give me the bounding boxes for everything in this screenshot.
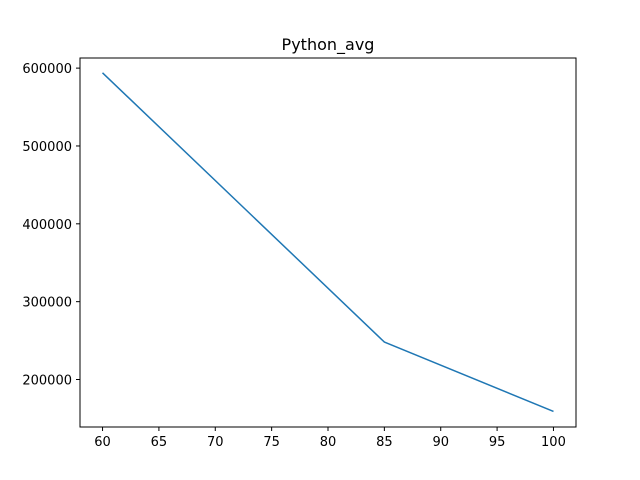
y-tick-label: 600000 <box>22 62 72 77</box>
x-tick-label: 75 <box>263 435 280 450</box>
chart-title: Python_avg <box>282 35 375 55</box>
plot-area <box>101 72 554 413</box>
x-tick-label: 90 <box>432 435 449 450</box>
x-tick-label: 70 <box>207 435 224 450</box>
axes-frame <box>79 57 577 428</box>
x-tick-label: 80 <box>320 435 337 450</box>
series-line-0 <box>101 72 554 413</box>
x-tick-label: 60 <box>94 435 111 450</box>
y-tick-label: 200000 <box>22 374 72 389</box>
y-tick-label: 500000 <box>22 140 72 155</box>
x-tick-label: 85 <box>376 435 393 450</box>
x-axis: 60 65 70 75 80 85 90 95 100 <box>94 427 566 450</box>
y-tick-label: 400000 <box>22 218 72 233</box>
x-tick-label: 100 <box>541 435 566 450</box>
x-tick-label: 65 <box>151 435 168 450</box>
y-axis: 200000 300000 400000 500000 600000 <box>22 62 80 389</box>
y-tick-label: 300000 <box>22 296 72 311</box>
x-tick-label: 95 <box>489 435 506 450</box>
